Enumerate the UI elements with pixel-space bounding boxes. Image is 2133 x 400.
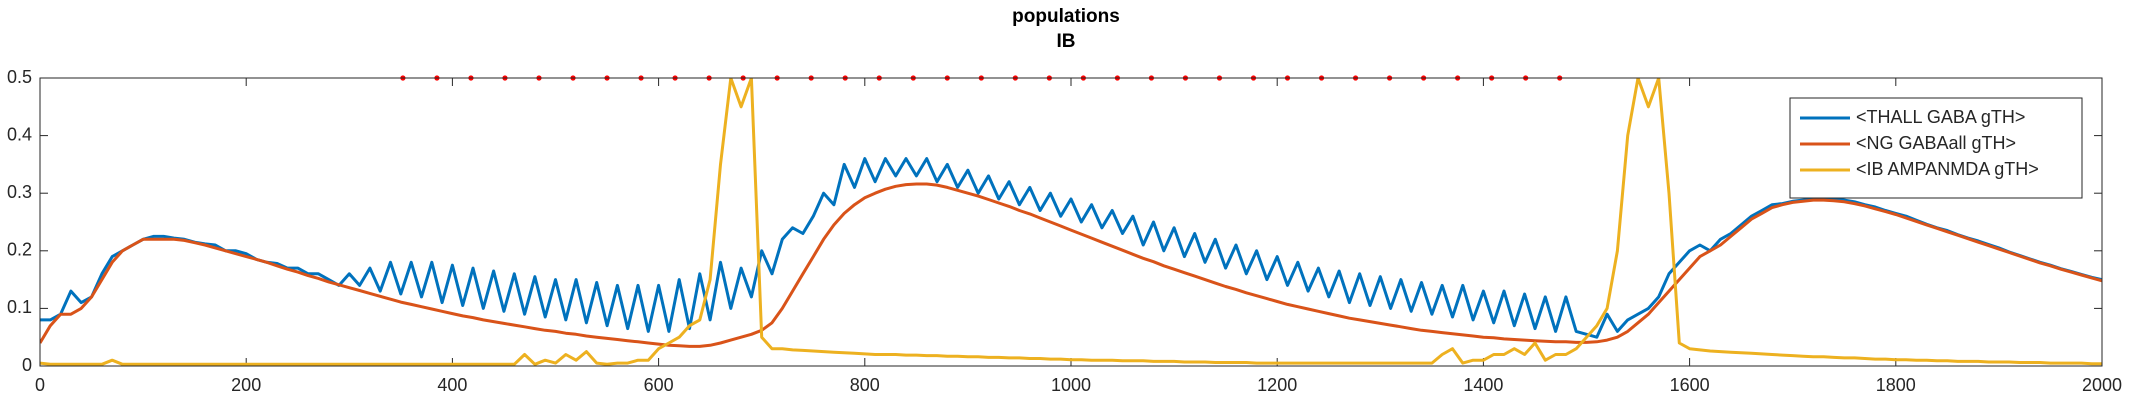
- x-tick-label: 1200: [1257, 375, 1297, 395]
- y-tick-label: 0.1: [7, 297, 32, 317]
- legend-label: <THALL GABA gTH>: [1856, 107, 2025, 127]
- series-line: [40, 182, 2102, 348]
- x-tick-label: 1600: [1670, 375, 1710, 395]
- plot-area: [40, 78, 2102, 366]
- x-tick-label: 1000: [1051, 375, 1091, 395]
- x-tick-label: 1800: [1876, 375, 1916, 395]
- x-tick-label: 800: [850, 375, 880, 395]
- chart-title: populations: [1012, 6, 1120, 27]
- series-line: [40, 157, 2102, 339]
- chart-subtitle: IB: [1057, 31, 1076, 52]
- x-tick-label: 1400: [1463, 375, 1503, 395]
- legend-box: [1789, 97, 2083, 199]
- x-tick-label: 600: [644, 375, 674, 395]
- x-tick-label: 0: [35, 375, 45, 395]
- legend-label: <IB AMPANMDA gTH>: [1856, 159, 2039, 179]
- y-tick-label: 0: [22, 355, 32, 375]
- y-tick-label: 0.3: [7, 182, 32, 202]
- axes-box: [39, 77, 2103, 367]
- y-tick-label: 0.4: [7, 124, 32, 144]
- y-tick-label: 0.2: [7, 240, 32, 260]
- series-line: [40, 78, 2102, 366]
- x-tick-label: 400: [437, 375, 467, 395]
- x-tick-label: 200: [231, 375, 261, 395]
- legend-label: <NG GABAall gTH>: [1856, 133, 2016, 153]
- y-tick-label: 0.5: [7, 67, 32, 87]
- x-tick-label: 2000: [2082, 375, 2122, 395]
